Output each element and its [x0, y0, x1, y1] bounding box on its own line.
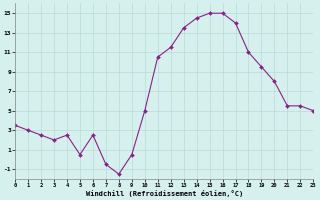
- X-axis label: Windchill (Refroidissement éolien,°C): Windchill (Refroidissement éolien,°C): [85, 190, 243, 197]
